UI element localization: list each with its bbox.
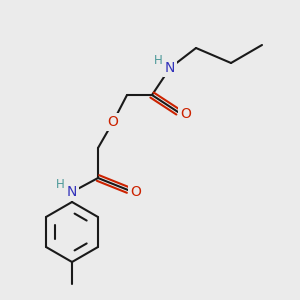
Text: H: H: [56, 178, 64, 190]
Text: N: N: [165, 61, 175, 75]
Text: N: N: [67, 185, 77, 199]
Text: O: O: [108, 115, 118, 129]
Text: H: H: [154, 53, 162, 67]
Text: O: O: [181, 107, 191, 121]
Text: O: O: [130, 185, 141, 199]
